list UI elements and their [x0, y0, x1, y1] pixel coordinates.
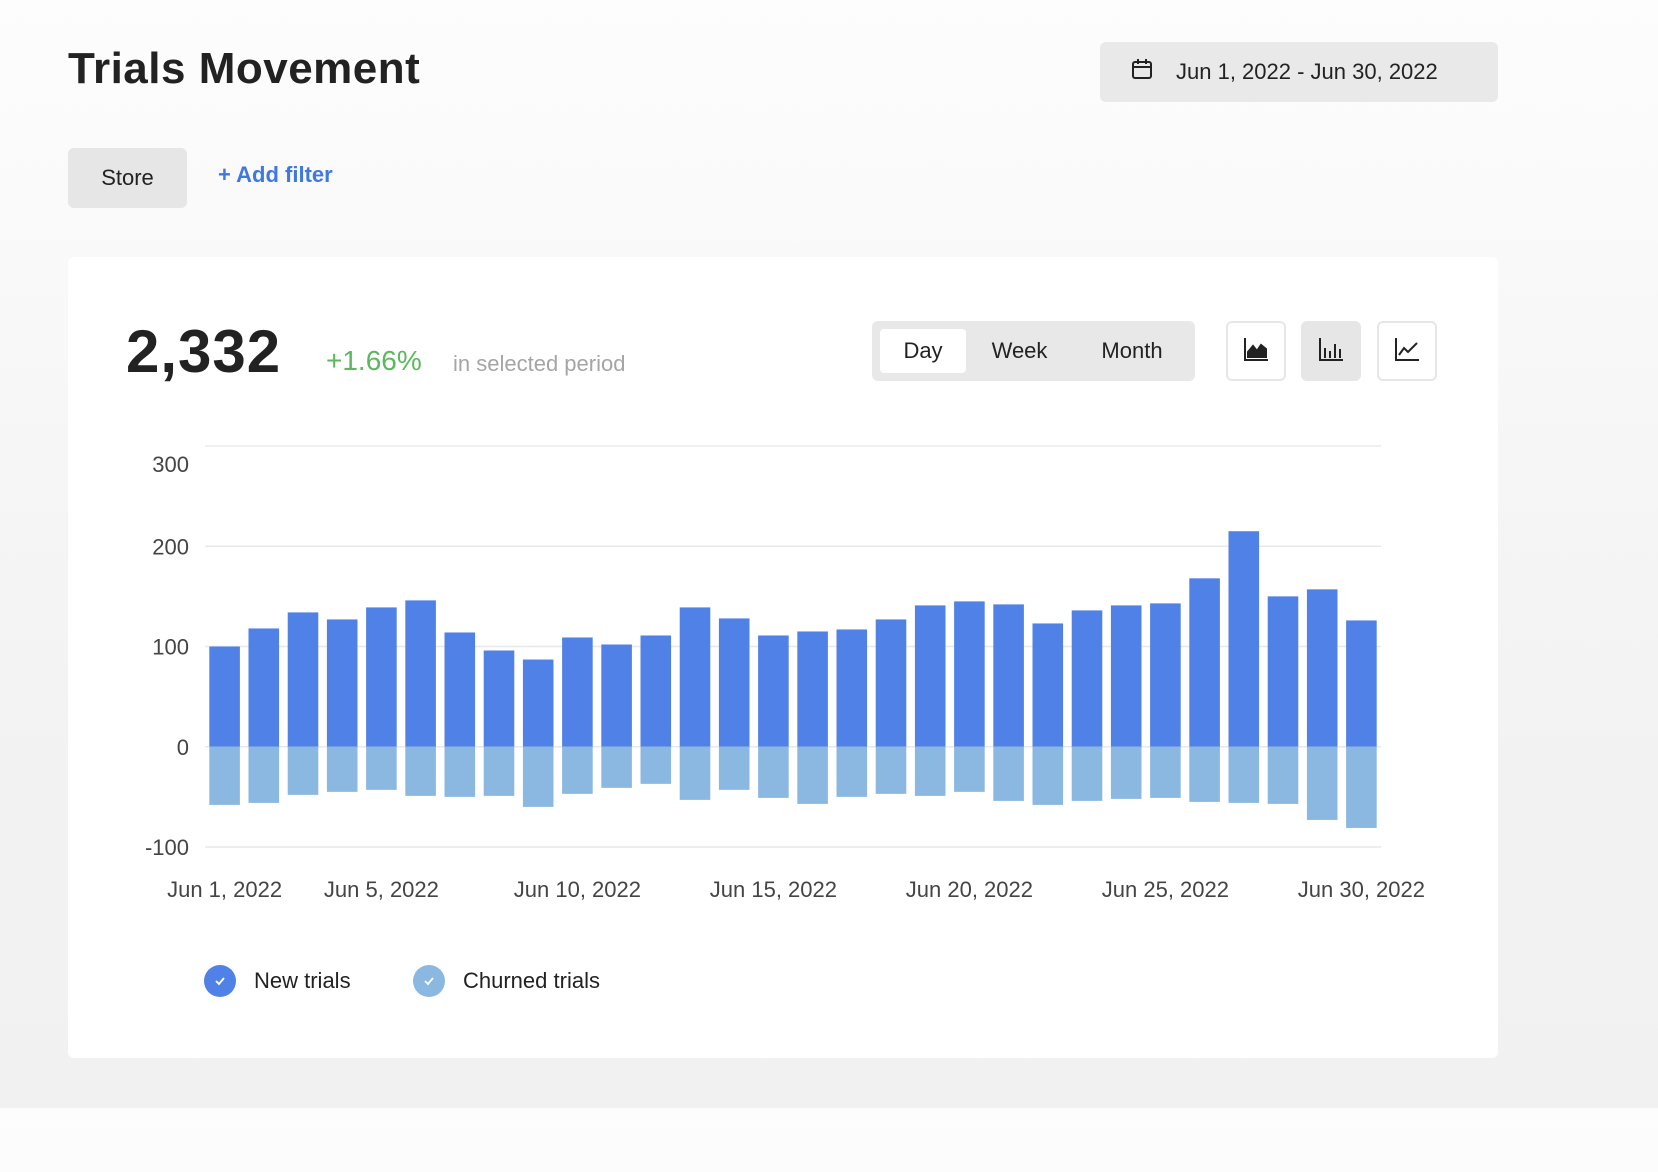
y-tick-label: 200 — [152, 534, 189, 559]
granularity-selector: Day Week Month — [872, 321, 1195, 381]
bar-chart-icon — [1316, 334, 1346, 369]
legend-churned-trials-label: Churned trials — [463, 968, 600, 993]
bar-new-trials — [836, 629, 868, 747]
bar-churned-trials — [1228, 746, 1260, 803]
bar-churned-trials — [366, 746, 397, 790]
bar-churned-trials — [758, 746, 789, 798]
period-label: in selected period — [453, 351, 626, 376]
bar-churned-trials — [836, 746, 868, 797]
y-tick-label: 0 — [177, 735, 189, 760]
bar-churned-trials — [483, 746, 515, 796]
legend-new-trials-label: New trials — [254, 968, 351, 993]
x-tick-label: Jun 15, 2022 — [710, 877, 837, 902]
bar-new-trials — [209, 646, 240, 747]
bar-churned-trials — [1189, 746, 1220, 802]
bar-new-trials — [326, 619, 358, 747]
bar-new-trials — [444, 632, 476, 747]
bar-churned-trials — [797, 746, 828, 804]
x-tick-label: Jun 5, 2022 — [324, 877, 439, 902]
bar-new-trials — [601, 644, 632, 747]
bar-churned-trials — [1110, 746, 1142, 799]
bar-chart-button[interactable] — [1301, 321, 1361, 381]
bar-churned-trials — [1346, 746, 1377, 828]
store-filter-button[interactable]: Store — [68, 148, 187, 208]
bar-new-trials — [562, 637, 593, 747]
bar-new-trials — [522, 659, 554, 747]
y-tick-label: 100 — [152, 635, 189, 660]
y-tick-label: -100 — [145, 835, 189, 860]
bar-churned-trials — [914, 746, 946, 796]
bar-new-trials — [287, 612, 319, 747]
bar-churned-trials — [679, 746, 711, 800]
calendar-icon — [1130, 57, 1154, 87]
bar-churned-trials — [248, 746, 280, 803]
bar-churned-trials — [209, 746, 240, 805]
granularity-month-button[interactable]: Month — [1101, 338, 1163, 363]
bar-churned-trials — [1071, 746, 1103, 801]
bar-new-trials — [1189, 578, 1220, 747]
bar-new-trials — [366, 607, 397, 747]
bar-new-trials — [1150, 603, 1181, 747]
area-chart-icon — [1241, 334, 1271, 369]
bar-new-trials — [1032, 623, 1064, 747]
bar-churned-trials — [601, 746, 632, 788]
bar-new-trials — [1228, 531, 1260, 747]
legend-new-trials[interactable]: New trials — [204, 965, 351, 997]
granularity-day-button[interactable]: Day — [880, 329, 966, 373]
bar-new-trials — [1267, 596, 1299, 747]
x-tick-label: Jun 1, 2022 — [167, 877, 282, 902]
bar-new-trials — [405, 600, 436, 747]
bar-new-trials — [1346, 620, 1377, 747]
bar-new-trials — [483, 650, 515, 747]
bar-new-trials — [954, 601, 985, 747]
total-value: 2,332 — [126, 318, 282, 385]
chart-card: 2,332 +1.66% in selected period Day Week… — [68, 257, 1498, 1058]
x-tick-label: Jun 25, 2022 — [1102, 877, 1229, 902]
x-tick-label: Jun 20, 2022 — [906, 877, 1033, 902]
line-chart-icon — [1392, 334, 1422, 369]
bar-new-trials — [914, 605, 946, 747]
bar-new-trials — [1110, 605, 1142, 747]
bar-churned-trials — [444, 746, 476, 797]
legend-new-trials-check-icon — [204, 965, 236, 997]
bar-new-trials — [640, 635, 672, 747]
bar-new-trials — [797, 631, 828, 747]
bar-new-trials — [758, 635, 789, 747]
bar-new-trials — [993, 604, 1024, 747]
date-range-picker[interactable]: Jun 1, 2022 - Jun 30, 2022 — [1100, 42, 1498, 102]
legend-churned-trials-check-icon — [413, 965, 445, 997]
bar-churned-trials — [326, 746, 358, 792]
y-tick-label: 300 — [152, 452, 189, 477]
bar-new-trials — [248, 628, 280, 747]
add-filter-link[interactable]: + Add filter — [218, 162, 333, 187]
bar-churned-trials — [522, 746, 554, 807]
bar-churned-trials — [562, 746, 593, 794]
date-range-label: Jun 1, 2022 - Jun 30, 2022 — [1176, 59, 1438, 84]
bar-churned-trials — [405, 746, 436, 796]
page-title: Trials Movement — [68, 44, 421, 93]
trials-bar-chart: 300 200 100 0 -100 Jun 1, 2022 Jun 5, 2022 Jun … — [145, 445, 1425, 902]
bar-churned-trials — [640, 746, 672, 784]
legend-churned-trials[interactable]: Churned trials — [413, 965, 600, 997]
bar-new-trials — [679, 607, 711, 747]
bar-churned-trials — [1306, 746, 1338, 820]
x-tick-label: Jun 10, 2022 — [514, 877, 641, 902]
bar-churned-trials — [718, 746, 750, 790]
bar-churned-trials — [1150, 746, 1181, 798]
bar-new-trials — [718, 618, 750, 747]
bar-churned-trials — [1032, 746, 1064, 805]
bar-churned-trials — [1267, 746, 1299, 804]
granularity-week-button[interactable]: Week — [991, 338, 1048, 363]
change-percent: +1.66% — [326, 345, 422, 376]
bar-churned-trials — [954, 746, 985, 792]
bar-new-trials — [1306, 589, 1338, 747]
area-chart-button[interactable] — [1226, 321, 1286, 381]
bar-churned-trials — [993, 746, 1024, 801]
bar-new-trials — [875, 619, 907, 747]
bar-new-trials — [1071, 610, 1103, 747]
bar-churned-trials — [875, 746, 907, 794]
line-chart-button[interactable] — [1377, 321, 1437, 381]
x-tick-label: Jun 30, 2022 — [1298, 877, 1425, 902]
bar-churned-trials — [287, 746, 319, 795]
